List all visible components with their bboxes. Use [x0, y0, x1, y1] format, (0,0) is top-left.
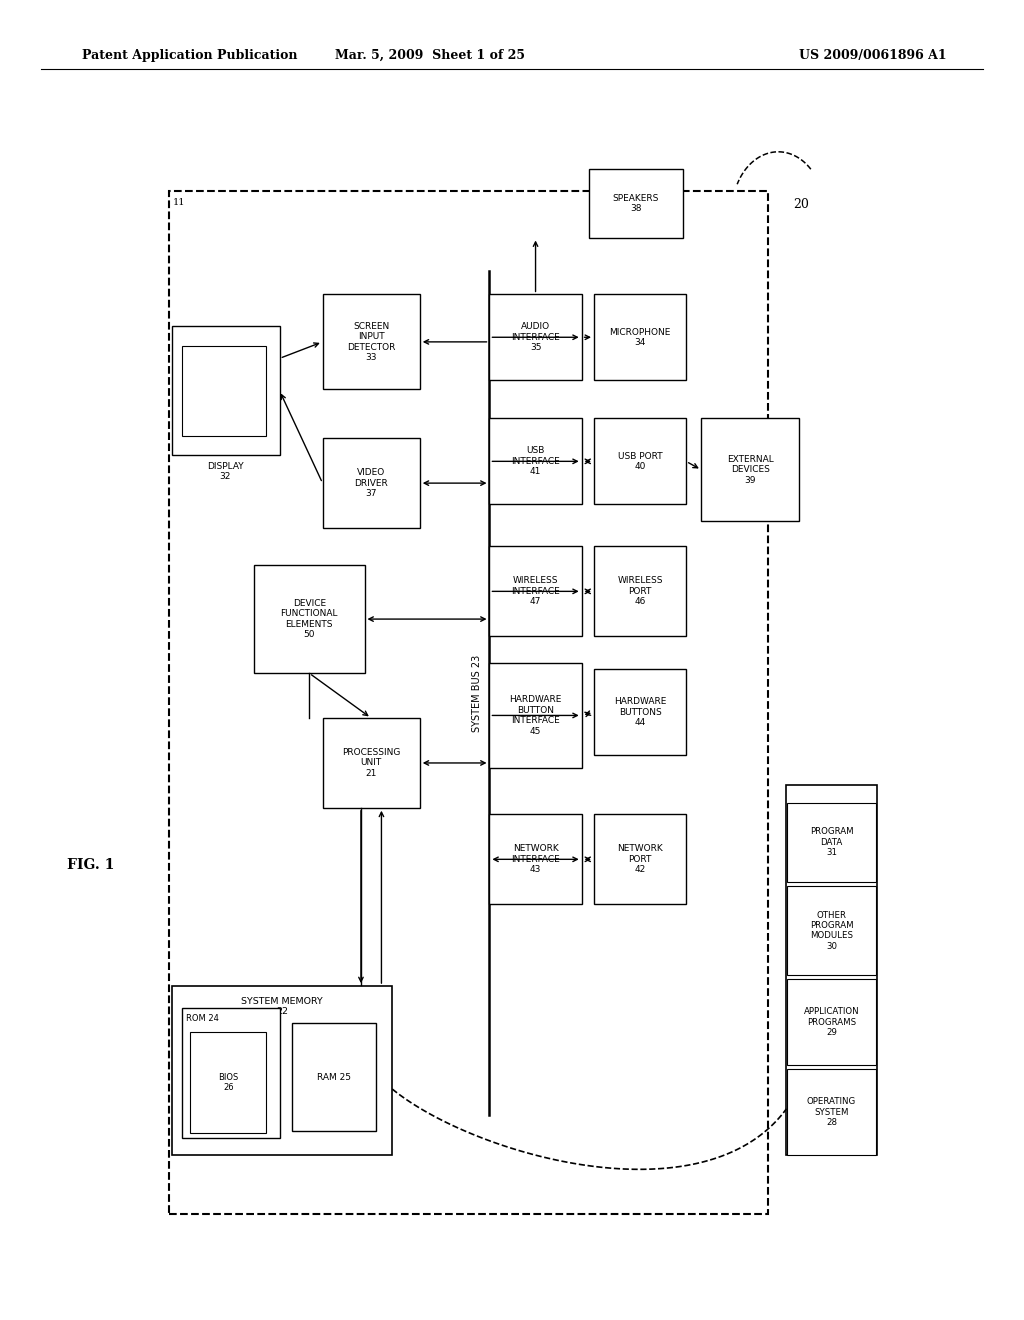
Text: BIOS
26: BIOS 26 — [218, 1073, 239, 1092]
Bar — [594, 669, 686, 755]
Text: NETWORK
PORT
42: NETWORK PORT 42 — [617, 845, 663, 874]
Text: APPLICATION
PROGRAMS
29: APPLICATION PROGRAMS 29 — [804, 1007, 859, 1038]
Bar — [594, 546, 686, 636]
Text: SPEAKERS
38: SPEAKERS 38 — [612, 194, 659, 213]
Bar — [190, 1032, 266, 1133]
Text: VIDEO
DRIVER
37: VIDEO DRIVER 37 — [354, 469, 388, 498]
Bar — [594, 814, 686, 904]
Bar — [323, 718, 420, 808]
Bar — [787, 886, 876, 975]
Bar — [489, 546, 582, 636]
Text: DISPLAY
32: DISPLAY 32 — [207, 462, 244, 482]
Bar — [182, 1008, 280, 1138]
Bar — [323, 438, 420, 528]
Text: EXTERNAL
DEVICES
39: EXTERNAL DEVICES 39 — [727, 455, 773, 484]
Bar — [254, 565, 365, 673]
Bar — [787, 1069, 876, 1155]
Text: HARDWARE
BUTTONS
44: HARDWARE BUTTONS 44 — [613, 697, 667, 727]
Text: USB
INTERFACE
41: USB INTERFACE 41 — [511, 446, 560, 477]
Bar — [489, 294, 582, 380]
Bar — [323, 294, 420, 389]
Text: PROCESSING
UNIT
21: PROCESSING UNIT 21 — [342, 748, 400, 777]
Bar — [489, 418, 582, 504]
Bar — [489, 814, 582, 904]
Bar — [594, 418, 686, 504]
Bar — [701, 418, 799, 521]
Text: NETWORK
INTERFACE
43: NETWORK INTERFACE 43 — [511, 845, 560, 874]
Text: AUDIO
INTERFACE
35: AUDIO INTERFACE 35 — [511, 322, 560, 352]
Text: SYSTEM MEMORY
22: SYSTEM MEMORY 22 — [242, 997, 323, 1016]
Text: SCREEN
INPUT
DETECTOR
33: SCREEN INPUT DETECTOR 33 — [347, 322, 395, 362]
Text: SYSTEM BUS 23: SYSTEM BUS 23 — [472, 655, 482, 731]
Text: 11: 11 — [173, 198, 185, 207]
Text: WIRELESS
INTERFACE
47: WIRELESS INTERFACE 47 — [511, 577, 560, 606]
Bar — [594, 294, 686, 380]
Bar — [169, 191, 768, 1214]
Text: WIRELESS
PORT
46: WIRELESS PORT 46 — [617, 577, 663, 606]
Bar — [787, 803, 876, 882]
Text: HARDWARE
BUTTON
INTERFACE
45: HARDWARE BUTTON INTERFACE 45 — [509, 696, 562, 735]
Bar — [786, 785, 877, 1155]
Bar — [589, 169, 683, 238]
Bar — [787, 979, 876, 1065]
Text: US 2009/0061896 A1: US 2009/0061896 A1 — [799, 49, 946, 62]
Text: RAM 25: RAM 25 — [316, 1073, 351, 1081]
Text: USB PORT
40: USB PORT 40 — [617, 451, 663, 471]
Text: PROGRAM
DATA
31: PROGRAM DATA 31 — [810, 828, 853, 857]
Bar — [182, 346, 266, 436]
Text: Patent Application Publication: Patent Application Publication — [82, 49, 297, 62]
Text: OPERATING
SYSTEM
28: OPERATING SYSTEM 28 — [807, 1097, 856, 1127]
Text: 20: 20 — [794, 198, 810, 211]
Text: MICROPHONE
34: MICROPHONE 34 — [609, 327, 671, 347]
Bar — [172, 326, 280, 455]
Text: DEVICE
FUNCTIONAL
ELEMENTS
50: DEVICE FUNCTIONAL ELEMENTS 50 — [281, 599, 338, 639]
Text: FIG. 1: FIG. 1 — [67, 858, 114, 871]
Text: ROM 24: ROM 24 — [186, 1014, 219, 1023]
Text: Mar. 5, 2009  Sheet 1 of 25: Mar. 5, 2009 Sheet 1 of 25 — [335, 49, 525, 62]
Text: OTHER
PROGRAM
MODULES
30: OTHER PROGRAM MODULES 30 — [810, 911, 853, 950]
Bar — [489, 663, 582, 768]
Bar — [172, 986, 392, 1155]
Bar — [292, 1023, 376, 1131]
